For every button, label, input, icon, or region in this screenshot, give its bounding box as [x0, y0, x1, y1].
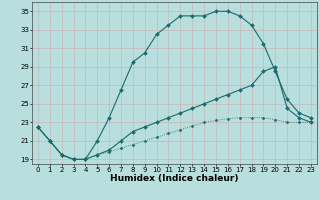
X-axis label: Humidex (Indice chaleur): Humidex (Indice chaleur) — [110, 174, 239, 183]
